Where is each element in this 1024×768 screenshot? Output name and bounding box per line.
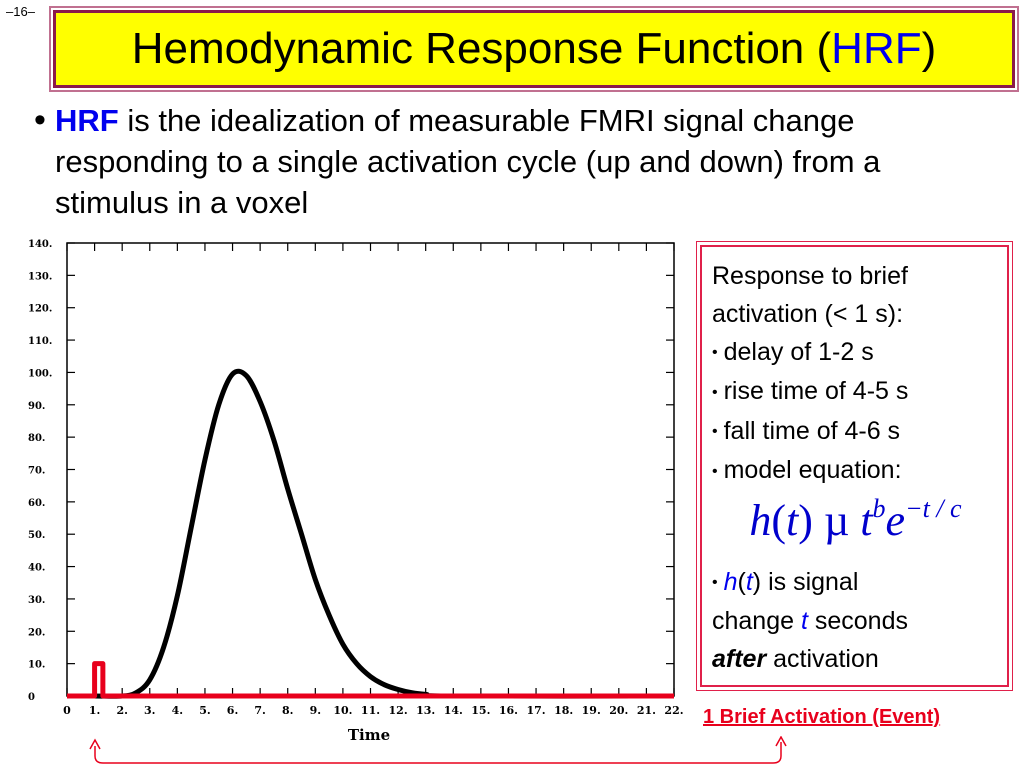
x-tick-label: 15. — [471, 704, 490, 717]
x-tick-label: 5. — [199, 704, 210, 717]
x-tick-label: 13. — [416, 704, 435, 717]
x-tick-label: 21. — [637, 704, 656, 717]
note-seconds: seconds — [807, 606, 908, 635]
title-acronym: HRF — [831, 24, 922, 73]
info-item-text: delay of 1-2 s — [723, 338, 874, 366]
info-note: • h(t) is signal — [712, 567, 859, 596]
eq-arg: t — [786, 495, 799, 545]
note-change: change — [712, 606, 801, 635]
note-is-signal: is signal — [761, 567, 859, 596]
event-bracket-arrow — [89, 736, 787, 764]
bullet-icon: • — [712, 462, 718, 480]
hrf-chart: 0 10. 20. 30. 40. 50. 60. 70. 80. 90. 100. 110. 120.… — [28, 239, 684, 744]
eq-proportional: µ — [823, 495, 850, 545]
bullet-text: HRF is the idealization of measurable FM… — [30, 100, 990, 223]
info-item-text: rise time of 4-5 s — [723, 377, 909, 406]
info-intro: Response to brief activation (< 1 s): — [712, 262, 908, 328]
note-activation: activation — [766, 644, 879, 673]
x-tick-label: 2. — [116, 704, 127, 717]
x-tick-label: 16. — [499, 704, 518, 717]
title-prefix: Hemodynamic Response Function ( — [131, 24, 832, 73]
y-tick-label: 140. — [28, 239, 52, 250]
x-tick-label: 6. — [227, 704, 238, 717]
x-tick-label: 4. — [172, 704, 183, 717]
info-item-text: model equation: — [723, 456, 902, 485]
note-after: after — [712, 644, 767, 673]
info-item: • delay of 1-2 s — [712, 333, 999, 372]
model-equation: h(t) µ tbe−t / c — [749, 493, 962, 545]
x-tick-label: 9. — [310, 704, 321, 717]
y-tick-label: 20. — [28, 627, 45, 638]
y-tick-label: 130. — [28, 271, 52, 282]
note-h: h — [723, 567, 738, 596]
x-tick-label: 20. — [609, 704, 628, 717]
info-box: Response to brief activation (< 1 s): • d… — [696, 241, 1013, 691]
activation-event-line — [67, 661, 674, 699]
info-note-line: after activation — [712, 640, 999, 678]
info-item-text: fall time of 4-6 s — [723, 416, 901, 445]
y-tick-label: 110. — [28, 336, 52, 347]
x-axis: 0 1. 2. 3. 4. 5. 6. 7. 8. 9. 10. 11. 12. 13. 14. 15. 16.… — [63, 243, 684, 717]
y-tick-label: 120. — [28, 304, 52, 315]
x-tick-label: 18. — [554, 704, 573, 717]
event-label: 1 Brief Activation (Event) — [703, 706, 941, 728]
x-tick-label: 14. — [444, 704, 463, 717]
y-tick-label: 50. — [28, 530, 45, 541]
slide-number: –16– — [6, 4, 35, 19]
title-box: Hemodynamic Response Function (HRF) — [49, 6, 1019, 92]
bullet-icon: • — [712, 383, 718, 401]
note-t: t — [745, 567, 753, 596]
y-tick-label: 90. — [28, 401, 45, 412]
x-tick-label: 10. — [333, 704, 352, 717]
bracket-path — [94, 742, 782, 764]
y-tick-label: 10. — [28, 660, 45, 671]
eq-e: e — [885, 495, 906, 545]
eq-base: t — [860, 495, 873, 545]
y-tick-label: 70. — [28, 466, 45, 477]
x-axis-label: Time — [348, 726, 390, 744]
page-title: Hemodynamic Response Function (HRF) — [132, 24, 937, 74]
x-tick-label: 19. — [582, 704, 601, 717]
x-tick-label: 12. — [389, 704, 408, 717]
note-t2: t — [800, 606, 808, 635]
bullet-icon: • — [712, 423, 718, 441]
y-tick-label: 0 — [28, 692, 35, 703]
y-tick-label: 100. — [28, 368, 52, 379]
x-tick-label: 1. — [89, 704, 100, 717]
y-tick-label: 60. — [28, 498, 45, 509]
arrowhead-right-icon — [775, 736, 787, 747]
info-item: • fall time of 4-6 s — [712, 412, 999, 451]
eq-exp1: b — [872, 493, 886, 523]
plot-frame — [66, 242, 675, 697]
x-tick-label: 7. — [254, 704, 265, 717]
x-tick-label: 11. — [361, 704, 380, 717]
arrowhead-left-icon — [89, 738, 101, 750]
x-tick-label: 17. — [526, 704, 545, 717]
info-note-line: change t seconds — [712, 602, 999, 640]
x-tick-label: 0 — [63, 704, 71, 717]
bullet-body: is the idealization of measurable FMRI s… — [55, 103, 881, 220]
hrf-curve — [67, 368, 675, 699]
bullet-icon: • — [712, 573, 718, 591]
bullet-term: HRF — [55, 103, 119, 138]
bullet-icon: • — [712, 344, 718, 362]
y-tick-label: 30. — [28, 595, 45, 606]
y-tick-label: 80. — [28, 433, 45, 444]
eq-lhs: h — [749, 495, 772, 545]
title-suffix: ) — [921, 24, 937, 73]
x-tick-label: 3. — [144, 704, 155, 717]
series-group — [67, 368, 675, 699]
bullet-icon: • — [34, 101, 46, 139]
x-tick-label: 8. — [282, 704, 293, 717]
y-tick-label: 40. — [28, 563, 45, 574]
x-tick-label: 22. — [664, 704, 683, 717]
info-item: • rise time of 4-5 s — [712, 372, 999, 411]
y-axis: 0 10. 20. 30. 40. 50. 60. 70. 80. 90. 100. 110. 120.… — [28, 239, 674, 703]
info-item: • model equation: — [712, 451, 999, 490]
main-bullet: • HRF is the idealization of measurable … — [30, 100, 990, 223]
eq-exp2: −t / c — [905, 493, 962, 523]
